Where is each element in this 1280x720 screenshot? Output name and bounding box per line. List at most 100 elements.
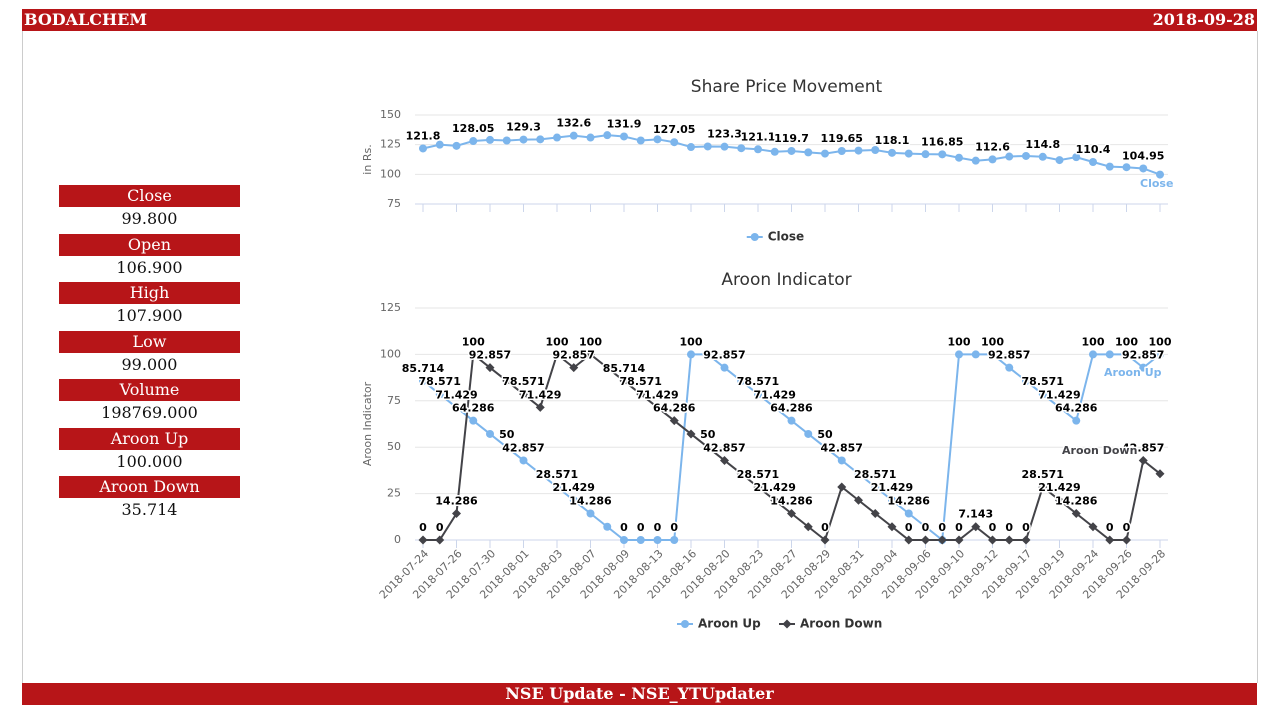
point — [681, 620, 689, 628]
data-label: 14.286 — [569, 494, 612, 507]
point — [1072, 153, 1081, 162]
data-label: 0 — [905, 521, 913, 534]
stat-value: 99.000 — [121, 354, 178, 374]
data-label: 100 — [462, 335, 485, 348]
point — [821, 443, 829, 452]
point — [620, 536, 628, 544]
data-label: 128.05 — [452, 122, 494, 135]
point — [1022, 376, 1030, 385]
data-label: 14.286 — [888, 494, 931, 507]
series-end-label: Aroon Down — [1062, 444, 1137, 457]
data-label: 118.1 — [875, 134, 910, 147]
point — [971, 522, 981, 532]
point — [519, 456, 528, 465]
point — [502, 376, 512, 386]
header: BODALCHEM 2018-09-28 — [22, 9, 1257, 31]
point — [636, 389, 646, 399]
y-tick-label: 50 — [387, 440, 401, 453]
point — [921, 150, 930, 159]
point — [703, 142, 712, 151]
data-label: 100 — [546, 335, 569, 348]
data-label: 28.571 — [854, 468, 896, 481]
point — [553, 482, 561, 491]
data-label: 0 — [620, 521, 628, 534]
data-label: 28.571 — [1022, 468, 1064, 481]
point — [687, 143, 695, 152]
point — [620, 132, 628, 141]
point — [971, 350, 980, 359]
data-label: 0 — [419, 521, 427, 534]
data-label: 100 — [948, 335, 971, 348]
point — [569, 131, 578, 140]
data-label: 0 — [1123, 521, 1131, 534]
data-label: 28.571 — [536, 468, 578, 481]
point — [653, 536, 662, 544]
stats-panel: Close 99.800 Open 106.900 High 107.900 Low 99.0… — [59, 185, 240, 525]
data-label: 119.7 — [774, 132, 809, 145]
data-label: 14.286 — [770, 494, 813, 507]
data-label: 71.429 — [435, 388, 477, 401]
y-axis-title: Aroon Indicator — [361, 381, 374, 466]
data-label: 14.286 — [1055, 494, 1098, 507]
data-label: 131.9 — [607, 117, 642, 130]
stat-value: 198769.000 — [101, 403, 198, 422]
point — [921, 535, 930, 545]
data-label: 112.6 — [975, 140, 1010, 153]
data-label: 28.571 — [737, 468, 779, 481]
point — [1155, 469, 1165, 479]
point — [419, 376, 427, 385]
data-label: 110.4 — [1076, 143, 1111, 156]
point — [1156, 350, 1164, 359]
data-label: 0 — [938, 521, 946, 534]
point — [502, 443, 511, 452]
point — [1088, 522, 1098, 532]
stat-label: Low — [59, 330, 240, 353]
point — [1005, 152, 1014, 161]
data-label: 121.1 — [741, 130, 776, 143]
data-label: 0 — [989, 521, 997, 534]
y-tick-label: 25 — [387, 487, 401, 500]
chart-title: Share Price Movement — [691, 77, 883, 97]
point — [854, 146, 863, 155]
data-label: 21.429 — [553, 481, 595, 494]
stat-label: Open — [59, 233, 240, 256]
point — [837, 482, 847, 492]
point — [536, 135, 545, 144]
point — [1071, 508, 1081, 518]
point — [1038, 390, 1047, 399]
point — [636, 136, 645, 145]
point — [854, 469, 863, 478]
point — [870, 508, 880, 518]
point — [669, 416, 679, 426]
data-label: 0 — [821, 521, 829, 534]
data-label: 0 — [637, 521, 645, 534]
data-label: 129.3 — [506, 121, 541, 134]
stat-value: 106.900 — [116, 257, 183, 277]
point — [1122, 535, 1131, 545]
y-tick-label: 100 — [380, 167, 401, 180]
point — [452, 403, 461, 412]
data-label: 50 — [817, 428, 833, 441]
data-label: 78.571 — [620, 375, 662, 388]
point — [821, 149, 829, 158]
data-label: 0 — [922, 521, 930, 534]
point — [535, 402, 545, 412]
data-label: 64.286 — [770, 402, 813, 415]
data-label: 127.05 — [653, 123, 695, 136]
point — [787, 508, 796, 518]
data-label: 123.3 — [707, 128, 742, 141]
point — [888, 496, 896, 505]
point — [603, 522, 612, 531]
point — [452, 508, 461, 518]
point — [1138, 455, 1148, 465]
point — [937, 535, 947, 545]
data-label: 100 — [981, 335, 1004, 348]
point — [803, 522, 813, 532]
data-label: 0 — [670, 521, 678, 534]
data-label: 42.857 — [502, 441, 544, 454]
point — [770, 147, 779, 156]
point — [888, 148, 896, 157]
frame — [22, 31, 1258, 683]
y-tick-label: 150 — [380, 108, 401, 121]
point — [435, 535, 445, 545]
